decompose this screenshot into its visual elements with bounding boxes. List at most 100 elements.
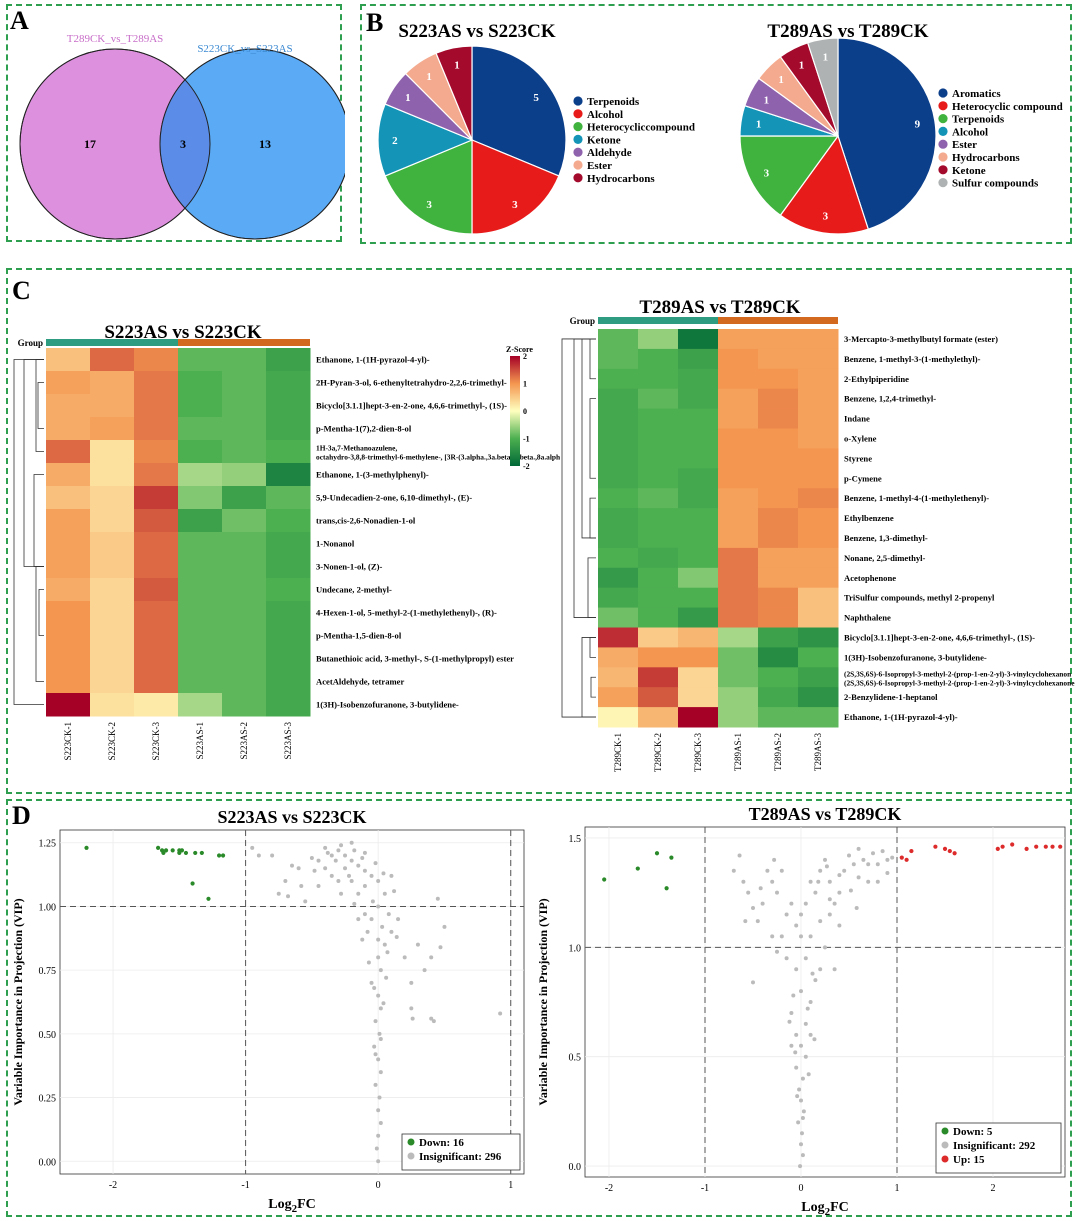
- heatmap-dendrogram-branch: [589, 637, 596, 658]
- pie-slice-label-2: 3: [764, 167, 770, 179]
- heatmap-cell: [598, 647, 639, 668]
- scatter-point-insignificant: [737, 853, 742, 858]
- scatter-point-insignificant: [800, 1076, 805, 1081]
- scatter-point-insignificant: [382, 942, 387, 947]
- scatter-point-insignificant: [362, 912, 367, 917]
- scatter-point-insignificant: [827, 879, 832, 884]
- heatmap-cell: [678, 329, 719, 350]
- heatmap-row-label: 4-Hexen-1-ol, 5-methyl-2-(1-methyletheny…: [316, 608, 497, 618]
- heatmap-cell: [266, 693, 311, 717]
- scatter-point-insignificant: [794, 1065, 799, 1070]
- heatmap-cell: [678, 567, 719, 589]
- panel-c: [6, 268, 1072, 794]
- pie-slice-label-0: 5: [533, 92, 539, 104]
- heatmap-row-label: (2S,3S,6S)-6-Isopropyl-3-methyl-2-(prop-…: [844, 678, 1075, 687]
- heatmap-cell: [718, 388, 759, 410]
- heatmap-cell: [678, 607, 719, 628]
- panel-b: [360, 4, 1072, 244]
- heatmap-cell: [678, 687, 719, 708]
- heatmap-cell: [90, 371, 135, 395]
- heatmap-cell: [134, 417, 179, 441]
- scatter-point-insignificant: [360, 937, 365, 942]
- heatmap-row-label: Benzene, 1,3-dimethyl-: [844, 533, 928, 543]
- heatmap-row-label: TriSulfur compounds, methyl 2-propenyl: [844, 593, 995, 603]
- scatter-plot-area: [584, 826, 1066, 1178]
- heatmap-row-label: 1H-3a,7-Methanoazulene,: [316, 444, 397, 453]
- pie-legend-swatch-1: [573, 109, 583, 119]
- scatter-point-insignificant: [498, 1011, 503, 1016]
- heatmap-row-label: Bicyclo[3.1.1]hept-3-en-2-one, 4,6,6-tri…: [316, 401, 507, 411]
- scatter-point-down: [220, 853, 226, 858]
- scatter-point-insignificant: [365, 929, 370, 934]
- heatmap-dendrogram-branch: [33, 474, 44, 567]
- heatmap-group-bar-as: [718, 317, 838, 324]
- heatmap-cell: [678, 508, 719, 529]
- scatter-x-tick: 0: [376, 1180, 381, 1191]
- heatmap-cell: [758, 448, 799, 469]
- heatmap-cell: [638, 607, 679, 628]
- scatter-point-insignificant: [801, 1109, 806, 1114]
- scatter-point-insignificant: [743, 919, 748, 924]
- scatter-point-insignificant: [794, 967, 799, 972]
- heatmap-cell: [178, 440, 223, 464]
- scatter-point-insignificant: [376, 1057, 381, 1062]
- pie-legend-label-0: Aromatics: [952, 88, 1001, 100]
- scatter-point-insignificant: [797, 1087, 802, 1092]
- zscore-legend-bar: [510, 356, 520, 466]
- pie-legend-label-1: Alcohol: [587, 109, 623, 121]
- scatter-point-down: [602, 877, 607, 882]
- venn-left-outline: [19, 48, 211, 240]
- scatter-point-insignificant: [250, 845, 255, 850]
- heatmap-cell: [222, 578, 267, 602]
- heatmap-cell: [638, 428, 679, 449]
- scatter-x-tick: -2: [109, 1180, 117, 1191]
- heatmap-cell: [638, 348, 679, 370]
- scatter-point-insignificant: [360, 856, 365, 861]
- heatmap-cell: [222, 463, 267, 487]
- scatter-point-insignificant: [827, 912, 832, 917]
- scatter-point-insignificant: [799, 1098, 803, 1103]
- pie-legend-label-3: Alcohol: [952, 126, 988, 138]
- scatter-point-insignificant: [799, 912, 803, 917]
- heatmap-cell: [598, 468, 639, 489]
- heatmap-cell: [678, 468, 719, 489]
- scatter-y-tick: 1.00: [39, 902, 57, 913]
- heatmap-cell: [90, 532, 135, 556]
- scatter-point-insignificant: [875, 862, 880, 867]
- heatmap-cell: [758, 408, 799, 429]
- heatmap-cell: [46, 555, 91, 579]
- scatter-point-insignificant: [856, 875, 861, 880]
- scatter-point-insignificant: [861, 857, 866, 862]
- scatter-point-insignificant: [378, 1036, 383, 1041]
- heatmap-cell: [678, 348, 719, 370]
- heatmap-cell: [638, 647, 679, 668]
- heatmap-dendrogram-branch: [37, 382, 44, 429]
- scatter-point-insignificant: [256, 853, 261, 858]
- heatmap-cell: [222, 509, 267, 533]
- scatter-point-insignificant: [848, 888, 853, 893]
- scatter-point-insignificant: [377, 1031, 382, 1036]
- heatmap-cell: [798, 428, 839, 449]
- heatmap-cell: [266, 601, 311, 625]
- pie-legend-swatch-0: [938, 88, 948, 98]
- scatter-point-insignificant: [373, 1082, 378, 1087]
- scatter-y-tick: 1.5: [569, 834, 582, 845]
- heatmap-cell: [598, 687, 639, 708]
- pie-legend-swatch-0: [573, 96, 583, 106]
- heatmap-cell: [46, 670, 91, 694]
- heatmap-cell: [798, 587, 839, 609]
- heatmap-row-label: Naphthalene: [844, 613, 891, 623]
- scatter-point-insignificant: [410, 1016, 415, 1021]
- scatter-point-insignificant: [296, 866, 301, 871]
- scatter-point-insignificant: [373, 1019, 378, 1024]
- scatter-point-insignificant: [283, 878, 288, 883]
- scatter-point-insignificant: [746, 890, 751, 895]
- scatter-point-insignificant: [775, 890, 779, 895]
- heatmap-cell: [678, 488, 719, 509]
- scatter-point-insignificant: [369, 980, 374, 985]
- heatmap-cell: [134, 463, 179, 487]
- heatmap-cell: [638, 587, 679, 609]
- heatmap-cell: [798, 528, 839, 549]
- scatter-point-down: [199, 850, 204, 856]
- heatmap-cell: [598, 607, 639, 628]
